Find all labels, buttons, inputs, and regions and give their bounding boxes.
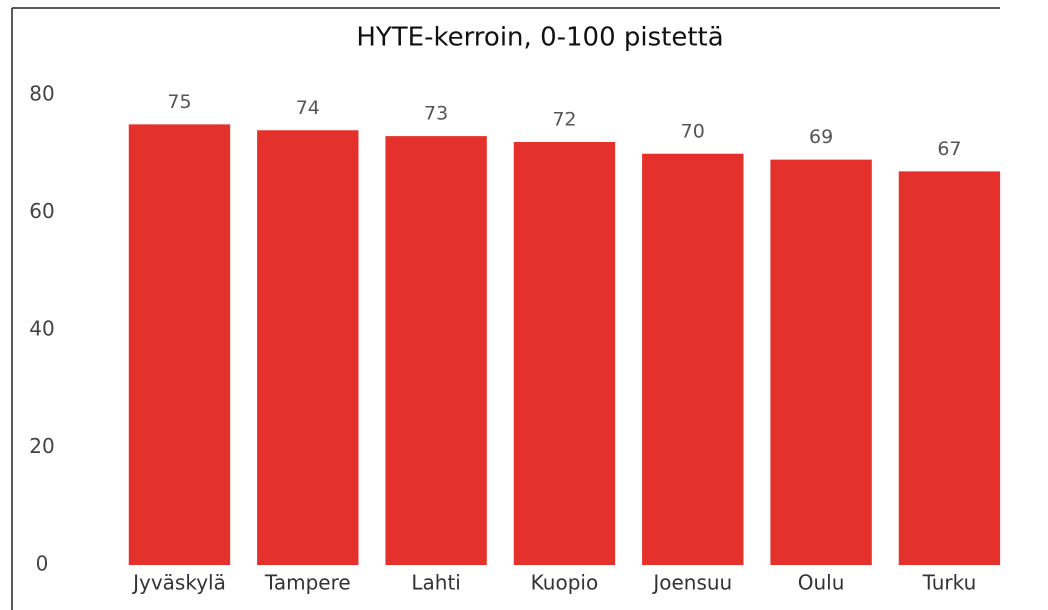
- y-tick-label: 80: [29, 82, 54, 106]
- value-label: 75: [167, 91, 191, 113]
- value-label: 73: [424, 103, 448, 125]
- bar: [128, 124, 231, 565]
- value-label: 70: [681, 120, 705, 142]
- bar: [257, 130, 359, 565]
- chart-title: HYTE-kerroin, 0-100 pistettä: [356, 23, 723, 53]
- bar: [385, 136, 487, 565]
- y-tick-label: 40: [29, 317, 54, 341]
- x-tick-label: Oulu: [798, 571, 845, 595]
- x-tick-label: Turku: [922, 571, 977, 595]
- bar: [770, 159, 872, 565]
- x-tick-label: Joensuu: [651, 571, 732, 595]
- x-tick-label: Tampere: [264, 571, 351, 595]
- x-tick-label: Kuopio: [531, 571, 599, 595]
- y-tick-label: 20: [29, 434, 54, 458]
- bar: [642, 153, 744, 565]
- bar: [898, 171, 1001, 565]
- value-label: 72: [552, 109, 576, 131]
- value-label: 69: [809, 126, 833, 148]
- x-tick-label: Lahti: [411, 571, 460, 595]
- x-tick-label: Jyväskylä: [131, 571, 226, 595]
- value-label: 74: [296, 97, 320, 119]
- bar: [513, 142, 616, 565]
- y-tick-label: 60: [29, 199, 54, 223]
- y-tick-label: 0: [36, 552, 49, 576]
- value-label: 67: [937, 138, 961, 160]
